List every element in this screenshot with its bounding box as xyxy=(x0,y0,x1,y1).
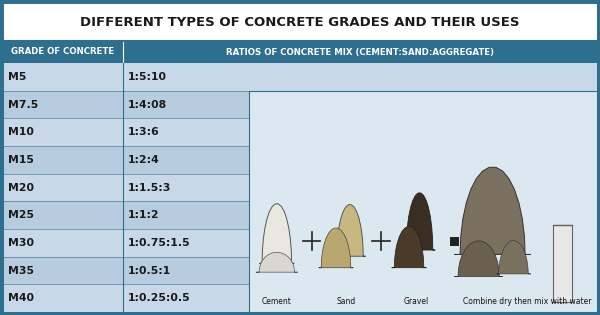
Text: DIFFERENT TYPES OF CONCRETE GRADES AND THEIR USES: DIFFERENT TYPES OF CONCRETE GRADES AND T… xyxy=(80,15,520,28)
Text: M5: M5 xyxy=(8,72,26,82)
Text: GRADE OF CONCRETE: GRADE OF CONCRETE xyxy=(11,48,115,56)
Text: Gravel: Gravel xyxy=(403,297,428,306)
Bar xyxy=(249,91,597,312)
Bar xyxy=(3,201,597,229)
Text: 1:4:08: 1:4:08 xyxy=(128,100,167,110)
Bar xyxy=(3,174,597,201)
Polygon shape xyxy=(404,193,435,250)
Text: 1:0.25:0.5: 1:0.25:0.5 xyxy=(128,293,191,303)
Polygon shape xyxy=(259,204,294,263)
Text: M30: M30 xyxy=(8,238,34,248)
Text: M20: M20 xyxy=(8,182,34,192)
Text: 1:0.5:1: 1:0.5:1 xyxy=(128,266,171,276)
Bar xyxy=(3,284,597,312)
Text: M10: M10 xyxy=(8,127,34,137)
Bar xyxy=(3,229,597,257)
Text: 1:0.75:1.5: 1:0.75:1.5 xyxy=(128,238,191,248)
Text: 1:2:4: 1:2:4 xyxy=(128,155,160,165)
Text: M15: M15 xyxy=(8,155,34,165)
Bar xyxy=(450,237,458,246)
Bar xyxy=(3,146,597,174)
Text: M7.5: M7.5 xyxy=(8,100,38,110)
Polygon shape xyxy=(496,241,531,274)
Text: Combine dry then mix with water: Combine dry then mix with water xyxy=(463,297,592,306)
Bar xyxy=(3,118,597,146)
Text: 1:3:6: 1:3:6 xyxy=(128,127,160,137)
Polygon shape xyxy=(454,241,503,277)
Bar xyxy=(3,63,597,91)
Text: M25: M25 xyxy=(8,210,34,220)
Polygon shape xyxy=(256,252,298,272)
Bar xyxy=(3,41,597,63)
Text: Sand: Sand xyxy=(337,297,356,306)
Text: 1:1.5:3: 1:1.5:3 xyxy=(128,182,172,192)
Polygon shape xyxy=(334,205,365,256)
Text: Cement: Cement xyxy=(262,297,292,306)
Text: M40: M40 xyxy=(8,293,34,303)
Polygon shape xyxy=(392,226,427,268)
Bar xyxy=(3,91,597,118)
Bar xyxy=(249,91,597,312)
Polygon shape xyxy=(454,167,531,255)
Text: 1:5:10: 1:5:10 xyxy=(128,72,167,82)
Bar xyxy=(553,225,572,302)
Text: M35: M35 xyxy=(8,266,34,276)
Polygon shape xyxy=(319,228,353,268)
Text: 1:1:2: 1:1:2 xyxy=(128,210,160,220)
Text: RATIOS OF CONCRETE MIX (CEMENT:SAND:AGGREGATE): RATIOS OF CONCRETE MIX (CEMENT:SAND:AGGR… xyxy=(226,48,494,56)
Bar xyxy=(3,257,597,284)
